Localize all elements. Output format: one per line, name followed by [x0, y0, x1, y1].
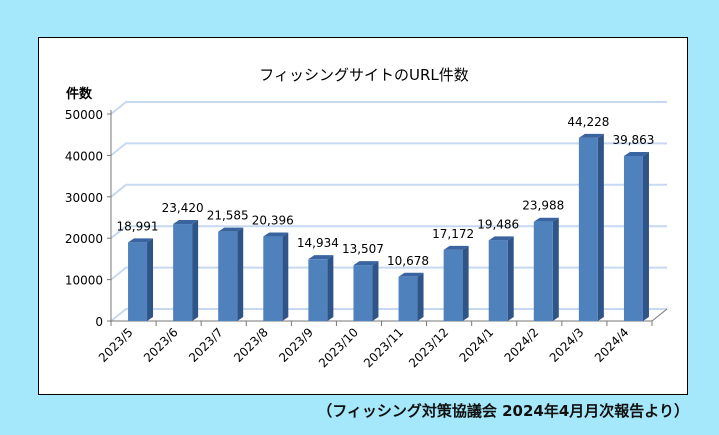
data-label: 17,172: [432, 227, 474, 241]
bar-side: [237, 227, 244, 321]
y-tick-label: 0: [95, 315, 103, 329]
bar-side: [597, 133, 604, 321]
bar-top: [353, 261, 379, 266]
x-tick-label: 2024/3: [547, 325, 587, 365]
gridline: [110, 183, 667, 198]
bar: [533, 217, 559, 321]
bar-top: [578, 133, 604, 138]
bar-top: [533, 217, 559, 222]
bar: [488, 236, 514, 321]
y-tick-label: 30000: [65, 191, 103, 205]
chart-title: フィッシングサイトのURL件数: [259, 66, 468, 84]
x-tick-label: 2023/6: [141, 325, 181, 365]
x-tick-label: 2023/12: [406, 325, 451, 370]
bar-side: [552, 217, 559, 321]
bar-side: [327, 255, 334, 321]
bar-top: [173, 220, 199, 225]
y-tick-label: 50000: [65, 108, 103, 122]
bar-front: [308, 259, 328, 321]
bar-side: [507, 236, 514, 321]
data-label: 39,863: [612, 133, 654, 147]
x-tick-label: 2023/5: [96, 325, 136, 365]
x-tick-label: 2023/9: [276, 325, 316, 365]
data-label: 18,991: [117, 219, 159, 233]
y-tick-label: 10000: [65, 274, 103, 288]
gridline: [110, 101, 667, 115]
bar-front: [398, 276, 418, 321]
bar: [263, 232, 289, 321]
bar-side: [372, 261, 379, 321]
bar-side: [417, 272, 424, 321]
bar-top: [398, 272, 424, 277]
bar-top: [308, 255, 334, 260]
bar-front: [488, 240, 508, 321]
bar-top: [443, 245, 469, 250]
data-label: 23,420: [162, 201, 204, 215]
bar-side: [642, 151, 649, 321]
gridline: [110, 142, 667, 157]
gridline: [110, 266, 667, 281]
bar: [128, 238, 154, 321]
bar: [623, 151, 649, 321]
gridline: [110, 225, 667, 239]
y-axis-label: 件数: [66, 86, 93, 102]
bar-front: [263, 236, 283, 321]
bar-front: [443, 249, 463, 321]
bar: [443, 245, 469, 321]
x-tick-label: 2023/10: [316, 325, 361, 370]
data-label: 13,507: [342, 242, 384, 256]
bar: [173, 220, 199, 321]
bar: [218, 227, 244, 321]
data-label: 14,934: [297, 236, 339, 250]
data-label: 44,228: [567, 115, 609, 129]
bar-chart: フィッシングサイトのURL件数 件数 0 10000 20000 30000 40000…: [65, 66, 668, 370]
source-note: （フィッシング対策協議会 2024年4月月次報告より）: [317, 402, 689, 420]
bar: [578, 133, 604, 321]
bar-side: [192, 220, 199, 321]
x-tick-label: 2023/8: [231, 325, 271, 365]
x-tick-label: 2024/2: [502, 325, 542, 365]
bar-front: [173, 224, 193, 321]
y-tick-label: 40000: [65, 149, 103, 163]
data-label: 23,988: [522, 199, 564, 213]
x-tick-label: 2024/1: [457, 325, 497, 365]
bar-front: [353, 265, 373, 321]
bar-side: [147, 238, 154, 321]
x-tick-label: 2024/4: [592, 325, 632, 365]
bar-side: [462, 245, 469, 321]
bar-front: [128, 242, 148, 321]
data-label: 10,678: [387, 254, 429, 268]
bar-top: [488, 236, 514, 241]
x-tick-label: 2023/11: [361, 325, 406, 370]
bar-front: [533, 221, 553, 321]
bar-front: [578, 137, 598, 321]
data-label: 19,486: [477, 217, 519, 231]
bar-front: [623, 155, 643, 321]
bar-side: [282, 232, 289, 321]
bar-front: [218, 231, 238, 321]
bar: [308, 255, 334, 321]
gridline: [110, 308, 667, 322]
bar: [398, 272, 424, 321]
bar-top: [623, 151, 649, 156]
bar-top: [218, 227, 244, 232]
bar: [353, 261, 379, 321]
data-label: 21,585: [207, 209, 249, 223]
bar-top: [128, 238, 154, 243]
bar-top: [263, 232, 289, 237]
data-label: 20,396: [252, 214, 294, 228]
x-tick-label: 2023/7: [186, 325, 226, 365]
y-tick-label: 20000: [65, 232, 103, 246]
chart-panel: フィッシングサイトのURL件数 件数 0 10000 20000 30000 40000…: [38, 37, 688, 395]
